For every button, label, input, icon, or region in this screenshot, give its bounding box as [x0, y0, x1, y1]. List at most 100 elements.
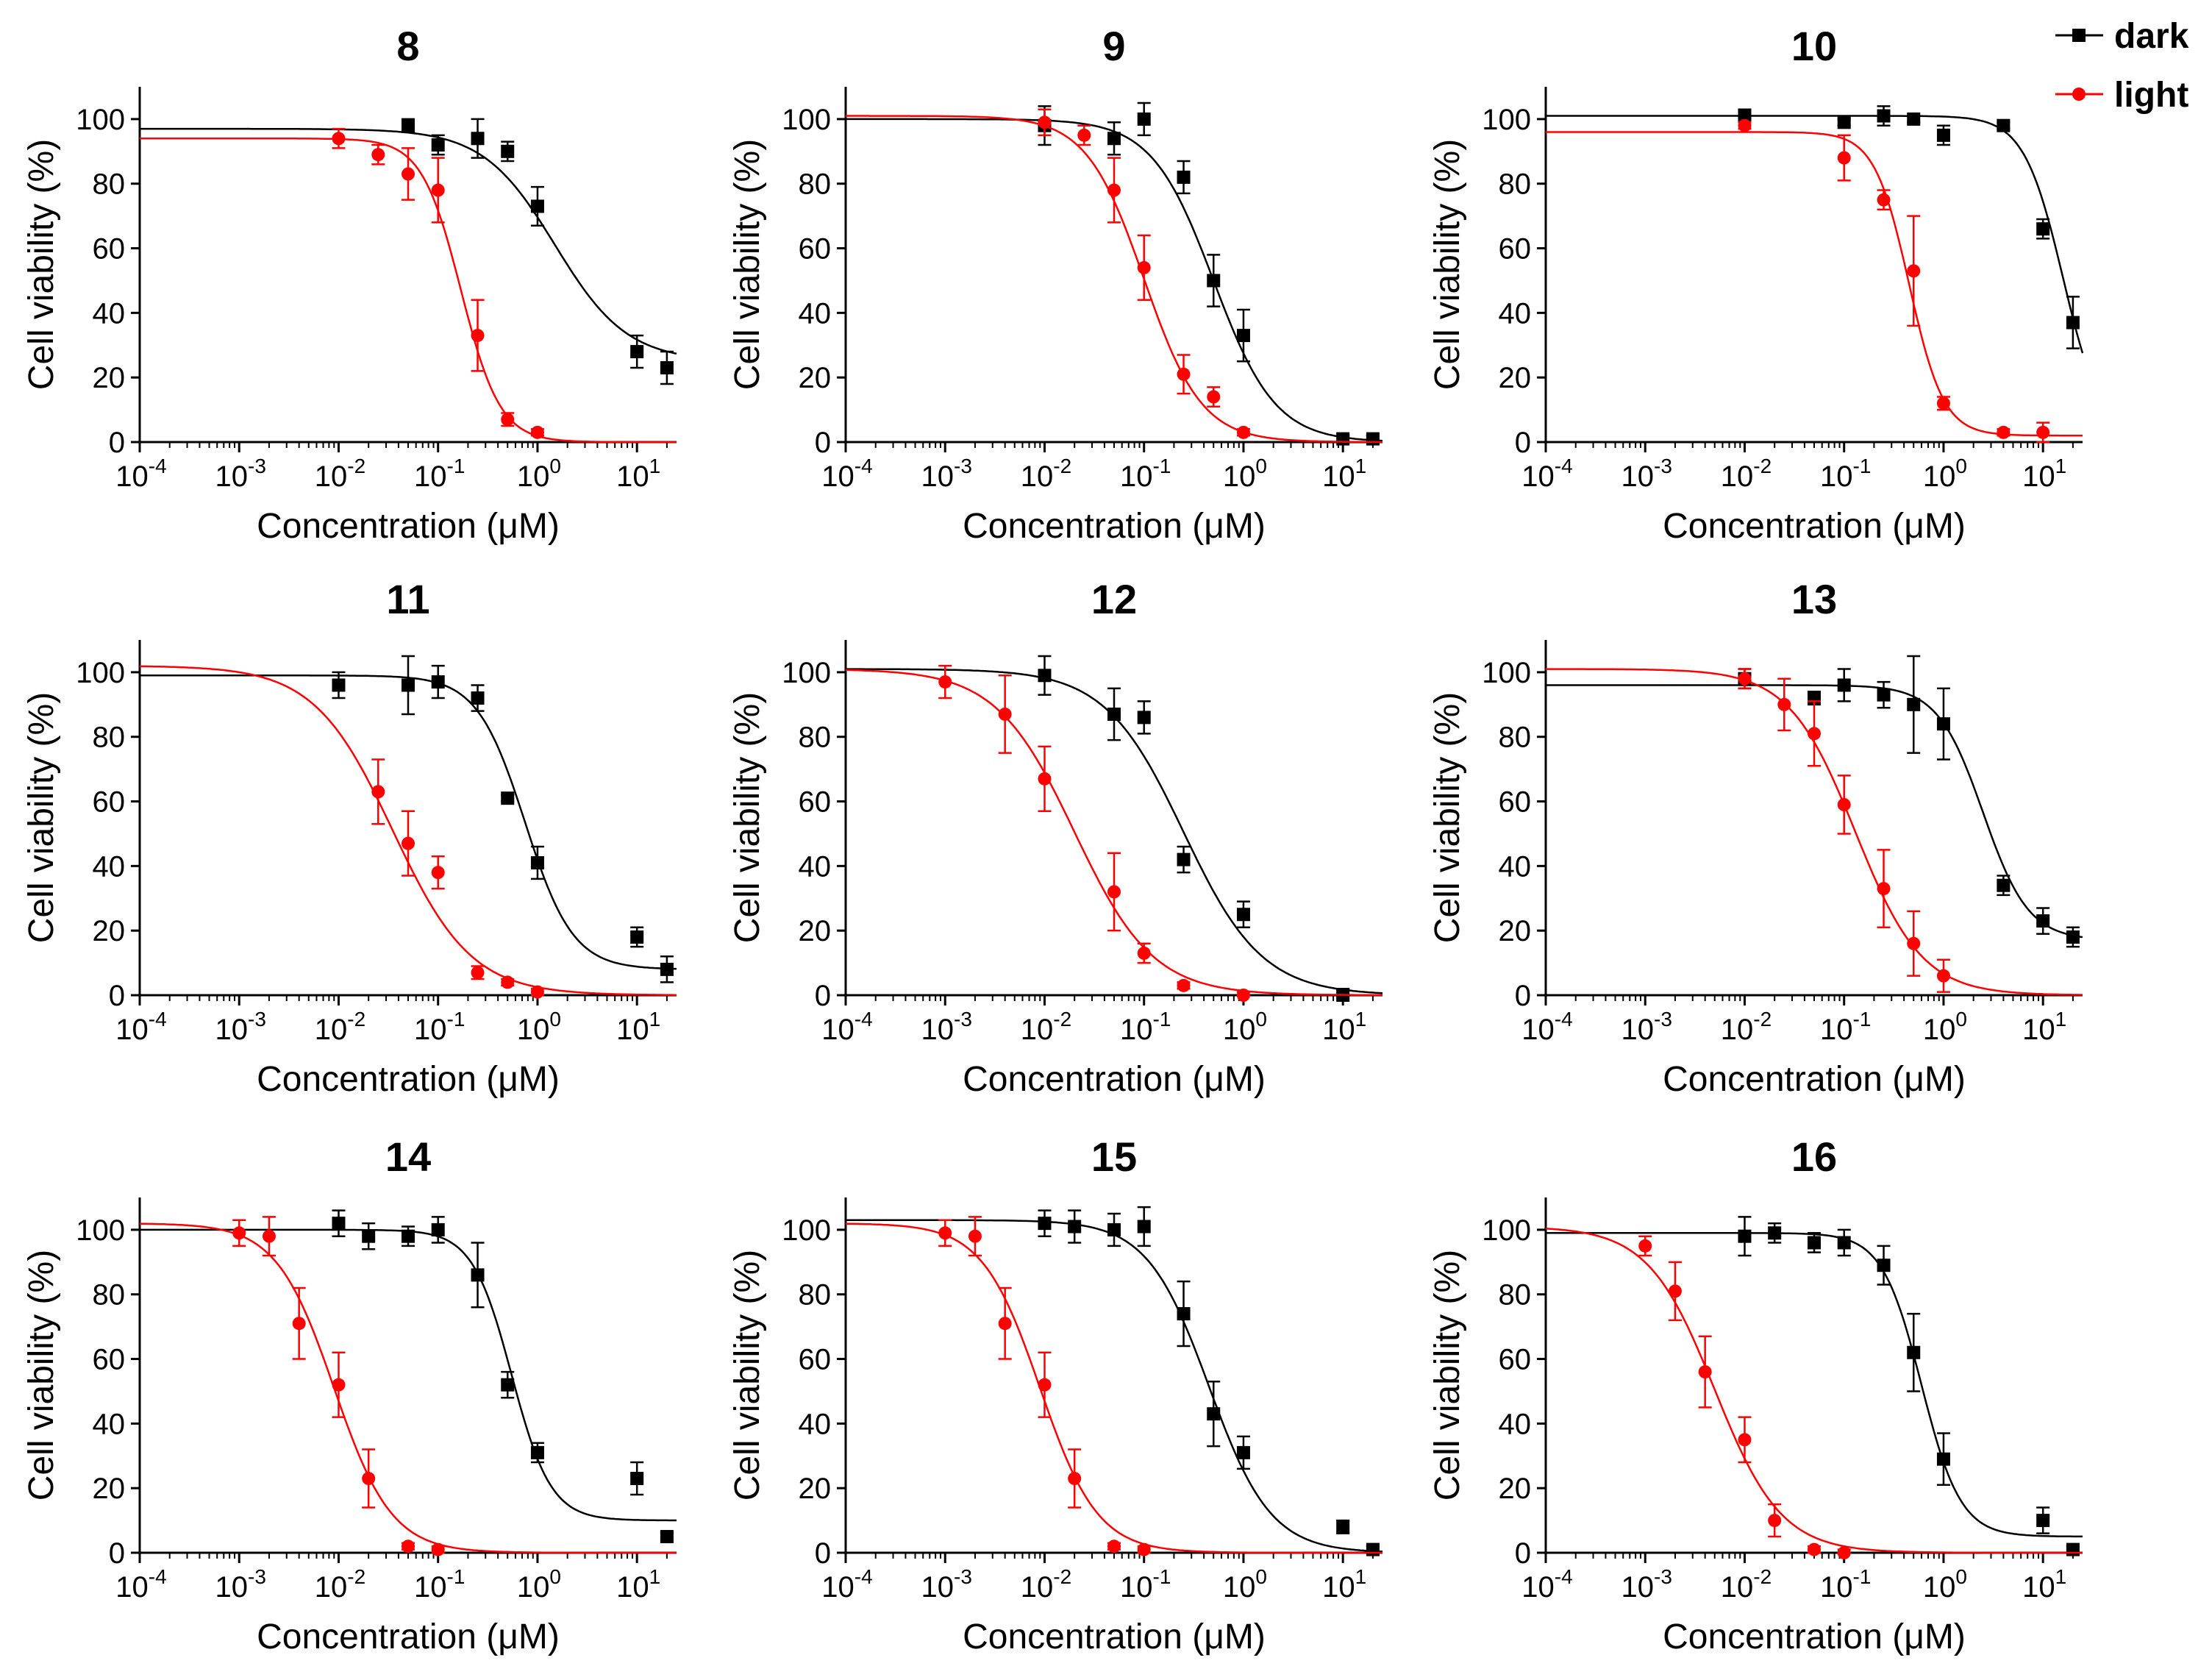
y-tick-label: 80 — [1499, 1279, 1532, 1311]
y-tick-label: 0 — [109, 1537, 125, 1570]
y-tick-label: 80 — [1499, 168, 1532, 201]
data-point — [431, 866, 445, 880]
x-tick-base: 10 — [1322, 460, 1355, 493]
y-tick-label: 20 — [93, 915, 126, 947]
x-tick-base: 10 — [1820, 1571, 1853, 1604]
data-point — [362, 1229, 376, 1243]
x-tick-label: 101 — [616, 455, 660, 493]
legend-label: dark — [2114, 17, 2189, 56]
x-tick-exponent: -4 — [855, 1565, 873, 1588]
x-tick-exponent: -4 — [855, 1008, 873, 1031]
data-point — [1107, 183, 1121, 197]
x-tick-exponent: -2 — [1753, 1008, 1772, 1031]
x-tick-label: 10-1 — [414, 1565, 465, 1604]
data-point — [501, 413, 515, 427]
x-tick-label: 10-1 — [1820, 455, 1871, 493]
x-tick-base: 10 — [1721, 1571, 1754, 1604]
data-point — [1768, 1226, 1782, 1240]
data-point — [1038, 1217, 1052, 1231]
y-tick-label: 80 — [799, 722, 832, 754]
y-tick-label: 80 — [799, 168, 832, 201]
x-tick-exponent: 0 — [1255, 1565, 1267, 1588]
y-tick-label: 100 — [76, 1214, 125, 1247]
x-tick-exponent: -2 — [1753, 1565, 1772, 1588]
y-tick-label: 60 — [1499, 1344, 1532, 1376]
data-point — [1808, 727, 1821, 741]
x-tick-base: 10 — [1021, 460, 1054, 493]
y-tick-label: 20 — [799, 362, 832, 394]
data-point — [530, 1445, 544, 1459]
fit-curve-dark — [846, 1219, 1383, 1553]
x-tick-base: 10 — [1621, 460, 1655, 493]
data-point — [1907, 1345, 1921, 1359]
x-axis-label: Concentration (μM) — [1663, 1060, 1966, 1099]
y-tick-label: 60 — [799, 786, 832, 819]
y-tick-label: 100 — [782, 104, 831, 136]
data-point — [1107, 885, 1121, 899]
x-tick-exponent: -1 — [447, 455, 465, 477]
x-tick-base: 10 — [821, 1571, 855, 1604]
x-tick-label: 100 — [517, 455, 561, 493]
x-tick-base: 10 — [115, 1014, 149, 1046]
legend: dark light — [2055, 17, 2189, 115]
data-point — [2036, 425, 2050, 439]
y-tick-label: 100 — [782, 657, 831, 689]
x-tick-exponent: 1 — [2055, 455, 2067, 477]
x-tick-label: 10-2 — [315, 455, 365, 493]
x-tick-exponent: -1 — [447, 1008, 465, 1031]
x-tick-label: 10-4 — [115, 1565, 166, 1604]
x-tick-label: 10-4 — [821, 1008, 872, 1046]
data-point — [1936, 717, 1950, 731]
x-tick-base: 10 — [1820, 1014, 1853, 1046]
y-tick-label: 20 — [799, 1473, 832, 1505]
y-tick-label: 100 — [1482, 1214, 1531, 1247]
series-light — [1546, 118, 2083, 444]
x-axis-label: Concentration (μM) — [257, 1617, 560, 1656]
y-tick-label: 80 — [93, 168, 126, 201]
x-tick-label: 10-1 — [1120, 455, 1171, 493]
x-tick-base: 10 — [115, 1571, 149, 1604]
y-tick-label: 100 — [76, 657, 125, 689]
data-point — [1837, 678, 1851, 692]
x-tick-exponent: -1 — [1153, 1565, 1171, 1588]
fit-curve-light — [846, 1222, 1382, 1554]
x-tick-exponent: 1 — [1355, 1565, 1367, 1588]
y-tick-label: 40 — [799, 1408, 832, 1440]
data-point — [1907, 936, 1921, 950]
x-axis-label: Concentration (μM) — [963, 507, 1266, 546]
x-tick-label: 10-2 — [1721, 1008, 1772, 1046]
y-tick-label: 100 — [76, 104, 125, 136]
y-axis-label: Cell viability (%) — [728, 692, 767, 943]
x-tick-exponent: -2 — [1053, 1565, 1071, 1588]
x-tick-base: 10 — [1322, 1014, 1355, 1046]
data-point — [1738, 1433, 1752, 1447]
x-tick-exponent: 0 — [1955, 1565, 1967, 1588]
x-tick-base: 10 — [1223, 1014, 1256, 1046]
x-tick-label: 101 — [1322, 1008, 1366, 1046]
data-point — [1907, 112, 1921, 126]
y-tick-label: 0 — [1515, 980, 1531, 1012]
series-light — [845, 664, 1382, 1002]
data-point — [1137, 1542, 1151, 1556]
x-tick-exponent: -3 — [248, 1008, 266, 1031]
data-point — [998, 707, 1012, 721]
x-axis-label: Concentration (μM) — [1663, 507, 1966, 546]
data-point — [1837, 1236, 1851, 1250]
x-tick-base: 10 — [1721, 460, 1754, 493]
x-tick-base: 10 — [1923, 1571, 1956, 1604]
series-dark — [140, 118, 677, 385]
x-tick-base: 10 — [115, 460, 149, 493]
y-tick-label: 0 — [109, 427, 125, 459]
x-tick-label: 10-3 — [215, 1565, 266, 1604]
data-point — [1068, 1472, 1082, 1486]
data-point — [1107, 1222, 1121, 1236]
data-point — [2066, 316, 2080, 330]
chart-title: 14 — [385, 1133, 431, 1180]
data-point — [630, 930, 644, 944]
y-tick-label: 60 — [1499, 786, 1532, 819]
x-tick-label: 100 — [1223, 455, 1267, 493]
